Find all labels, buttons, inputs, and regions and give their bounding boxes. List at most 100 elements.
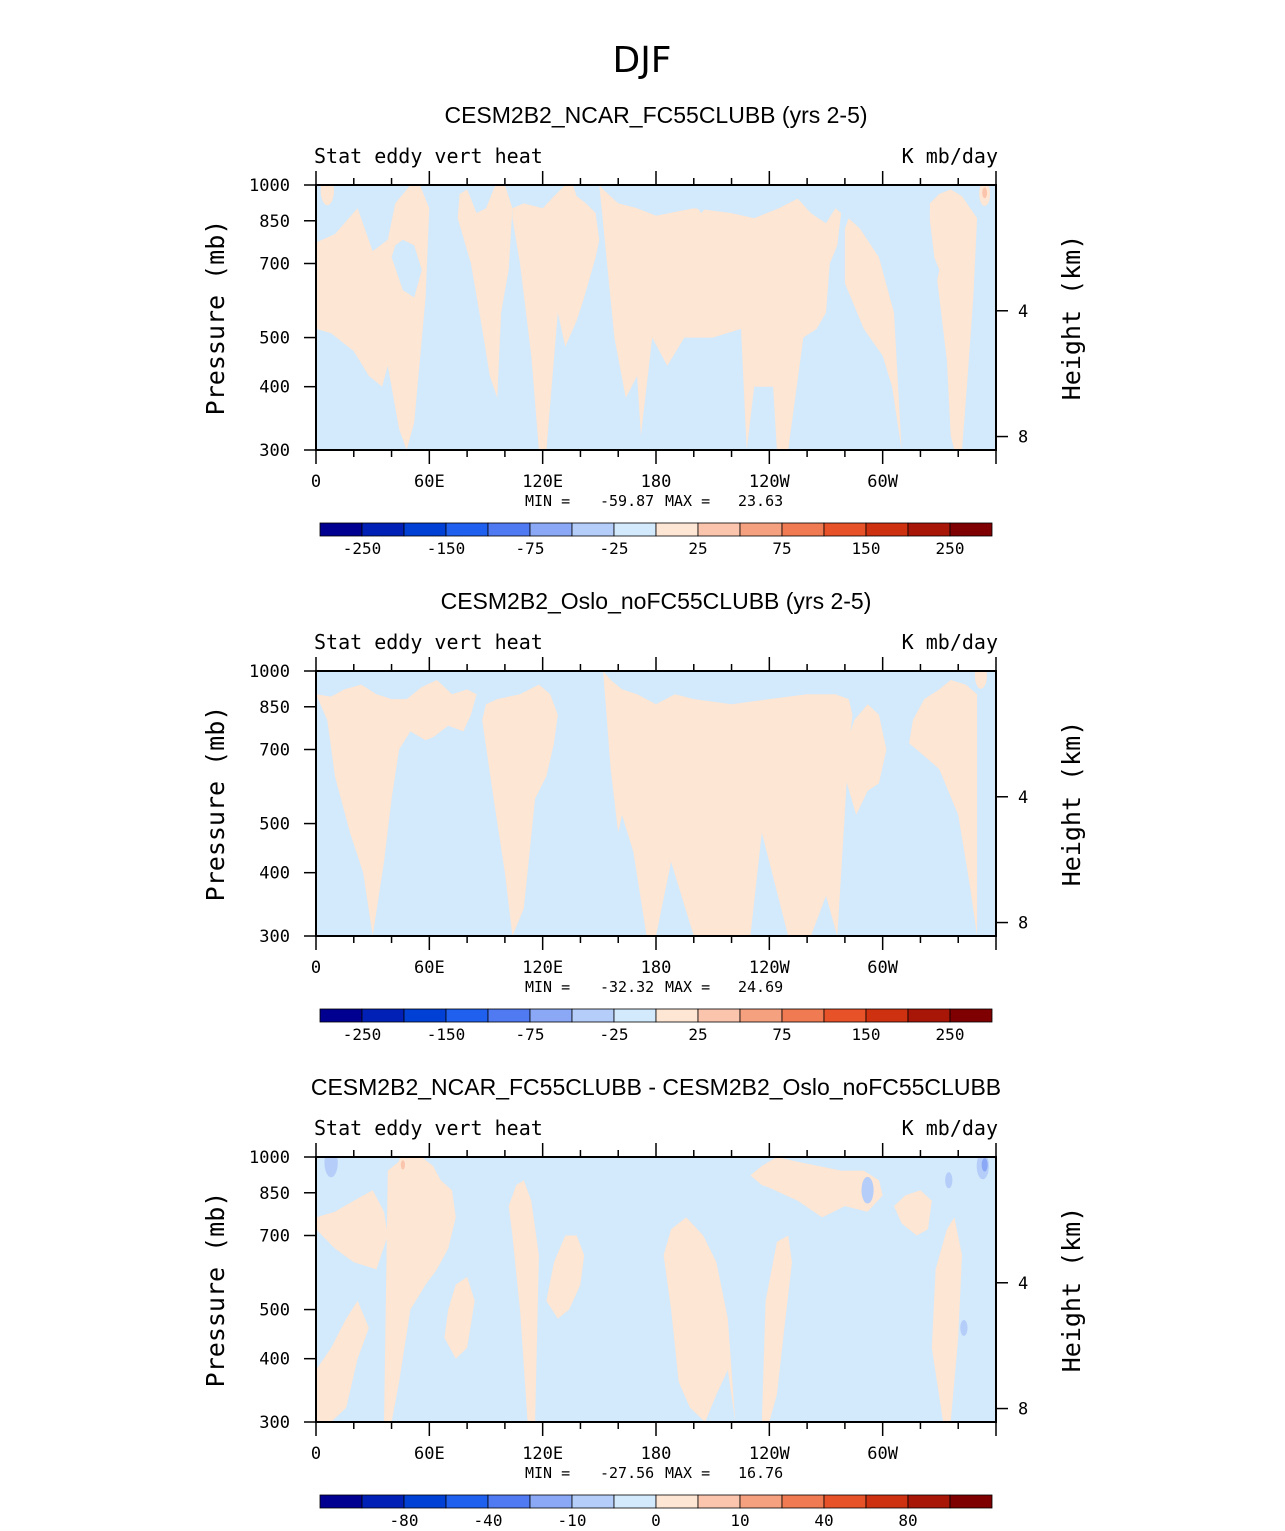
colorbar: -250 -150 -75 -25 25 75 150 250 — [319, 1008, 993, 1044]
colorbar-box — [823, 1494, 867, 1509]
y-tick-label: 850 — [259, 212, 290, 232]
y-axis-label: Pressure (mb) — [201, 706, 230, 902]
contour-field — [316, 671, 996, 936]
y-tick-label: 300 — [259, 1413, 290, 1433]
panel-title: CESM2B2_Oslo_noFC55CLUBB (yrs 2-5) — [441, 588, 872, 614]
contour-region — [909, 680, 978, 936]
max-value: 16.76 — [738, 1464, 783, 1482]
colorbar-box — [739, 1494, 783, 1509]
field-name-label: Stat eddy vert heat — [314, 1116, 543, 1140]
panel-1: CESM2B2_NCAR_FC55CLUBB (yrs 2-5) Stat edd… — [201, 102, 1086, 558]
colorbar-box — [529, 1494, 573, 1509]
contour-spot — [982, 187, 988, 199]
y-tick-label: 700 — [259, 255, 290, 275]
contour-region — [444, 1276, 475, 1359]
colorbar: -250 -150 -75 -25 25 75 150 250 — [319, 522, 993, 558]
colorbar-box — [445, 1008, 489, 1023]
panel-title: CESM2B2_NCAR_FC55CLUBB - CESM2B2_Oslo_no… — [311, 1074, 1001, 1100]
y-tick-label: 1000 — [249, 176, 290, 196]
contour-region — [316, 1190, 388, 1270]
contour-spot — [400, 1160, 406, 1170]
x-tick-label: 60E — [414, 1444, 445, 1464]
max-label: MAX = — [665, 978, 710, 996]
contour-field — [316, 1157, 996, 1422]
min-value: -27.56 — [600, 1464, 654, 1482]
min-label: MIN = — [525, 1464, 570, 1482]
min-label: MIN = — [525, 492, 570, 510]
field-name-label: Stat eddy vert heat — [314, 144, 543, 168]
colorbar-box — [697, 1494, 741, 1509]
y-tick-label: 1000 — [249, 1148, 290, 1168]
colorbar-box — [655, 1494, 699, 1509]
contour-region — [554, 725, 566, 750]
y-tick-label: 850 — [259, 698, 290, 718]
min-value: -59.87 — [600, 492, 654, 510]
x-tick-label: 120E — [522, 1444, 563, 1464]
x-tick-label: 120W — [749, 958, 791, 978]
colorbar-box — [781, 522, 825, 537]
max-value: 24.69 — [738, 978, 783, 996]
colorbar-box — [529, 1008, 573, 1023]
y-right-tick-label: 4 — [1018, 302, 1028, 322]
x-tick-label: 180 — [641, 472, 672, 492]
colorbar-label: 75 — [772, 1025, 791, 1044]
colorbar-box — [529, 522, 573, 537]
x-tick-label: 60W — [867, 1444, 898, 1464]
colorbar-box — [949, 1008, 993, 1023]
colorbar-box — [319, 1008, 363, 1023]
colorbar-box — [781, 1008, 825, 1023]
contour-region — [599, 185, 842, 450]
colorbar-box — [949, 1494, 993, 1509]
colorbar-box — [361, 1008, 405, 1023]
contour-spot — [861, 1176, 874, 1204]
x-tick-label: 60W — [867, 958, 898, 978]
panels: CESM2B2_NCAR_FC55CLUBB (yrs 2-5) Stat edd… — [201, 102, 1086, 1530]
colorbar-label: 0 — [651, 1511, 661, 1530]
contour-region — [316, 680, 477, 936]
colorbar-box — [865, 1008, 909, 1023]
x-tick-label: 120E — [522, 472, 563, 492]
colorbar-label: 250 — [936, 539, 965, 558]
min-label: MIN = — [525, 978, 570, 996]
colorbar-box — [613, 1494, 657, 1509]
colorbar-box — [907, 1494, 951, 1509]
y-tick-label: 700 — [259, 741, 290, 761]
y-tick-label: 400 — [259, 864, 290, 884]
y-axis-label: Pressure (mb) — [201, 220, 230, 416]
colorbar-box — [907, 1008, 951, 1023]
colorbar-label: -150 — [427, 539, 466, 558]
colorbar-label: 80 — [898, 1511, 917, 1530]
colorbar-box — [487, 1494, 531, 1509]
colorbar-box — [361, 1494, 405, 1509]
contour-field — [316, 185, 996, 450]
x-tick-label: 0 — [311, 472, 321, 492]
contour-region — [512, 185, 600, 450]
colorbar-box — [823, 1008, 867, 1023]
x-tick-label: 120E — [522, 958, 563, 978]
panel-2: CESM2B2_Oslo_noFC55CLUBB (yrs 2-5) Stat e… — [201, 588, 1086, 1044]
contour-region — [603, 671, 853, 936]
colorbar-label: -75 — [516, 539, 545, 558]
y-axis-label-right: Height (km) — [1057, 235, 1086, 401]
contour-region — [894, 1190, 932, 1236]
y-axis-label: Pressure (mb) — [201, 1192, 230, 1388]
colorbar-box — [655, 1008, 699, 1023]
x-tick-label: 180 — [641, 1444, 672, 1464]
colorbar-label: -250 — [343, 1025, 382, 1044]
min-value: -32.32 — [600, 978, 654, 996]
x-tick-label: 120W — [749, 472, 791, 492]
colorbar-label: -25 — [600, 1025, 629, 1044]
colorbar-box — [571, 522, 615, 537]
colorbar-box — [739, 522, 783, 537]
colorbar-box — [613, 1008, 657, 1023]
max-label: MAX = — [665, 492, 710, 510]
units-label: K mb/day — [902, 630, 998, 654]
y-right-tick-label: 8 — [1018, 1400, 1028, 1420]
field-name-label: Stat eddy vert heat — [314, 630, 543, 654]
y-right-tick-label: 4 — [1018, 788, 1028, 808]
colorbar: -80 -40 -10 0 10 40 80 — [319, 1494, 993, 1530]
colorbar-box — [697, 1008, 741, 1023]
colorbar-box — [739, 1008, 783, 1023]
y-tick-label: 400 — [259, 378, 290, 398]
